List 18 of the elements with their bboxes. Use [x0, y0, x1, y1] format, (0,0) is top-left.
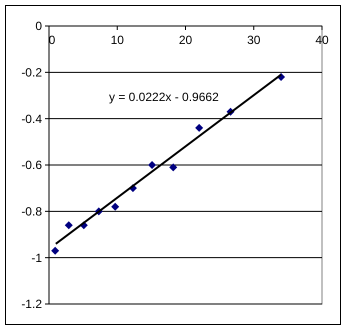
point [169, 163, 178, 172]
point [111, 202, 120, 211]
x-tick-label: 10 [110, 33, 124, 47]
y-tick-label: -0.8 [21, 204, 42, 219]
annotation: y = 0.0222x - 0.9662 [109, 90, 220, 104]
x-tick-label: 20 [178, 33, 192, 47]
y-tick-label: -0.4 [21, 112, 42, 126]
x-tick-label: 40 [315, 33, 329, 47]
y-tick-label: -0.2 [21, 66, 42, 80]
point [51, 246, 60, 255]
x-tick-label: 30 [247, 33, 261, 47]
y-tick-label: -0.6 [21, 158, 42, 172]
y-tick-label: -1.2 [21, 297, 42, 312]
point [64, 221, 73, 230]
point [148, 161, 156, 169]
point [195, 124, 204, 132]
y-tick-label: 0 [35, 19, 42, 34]
y-tick-label: -1 [31, 250, 42, 265]
